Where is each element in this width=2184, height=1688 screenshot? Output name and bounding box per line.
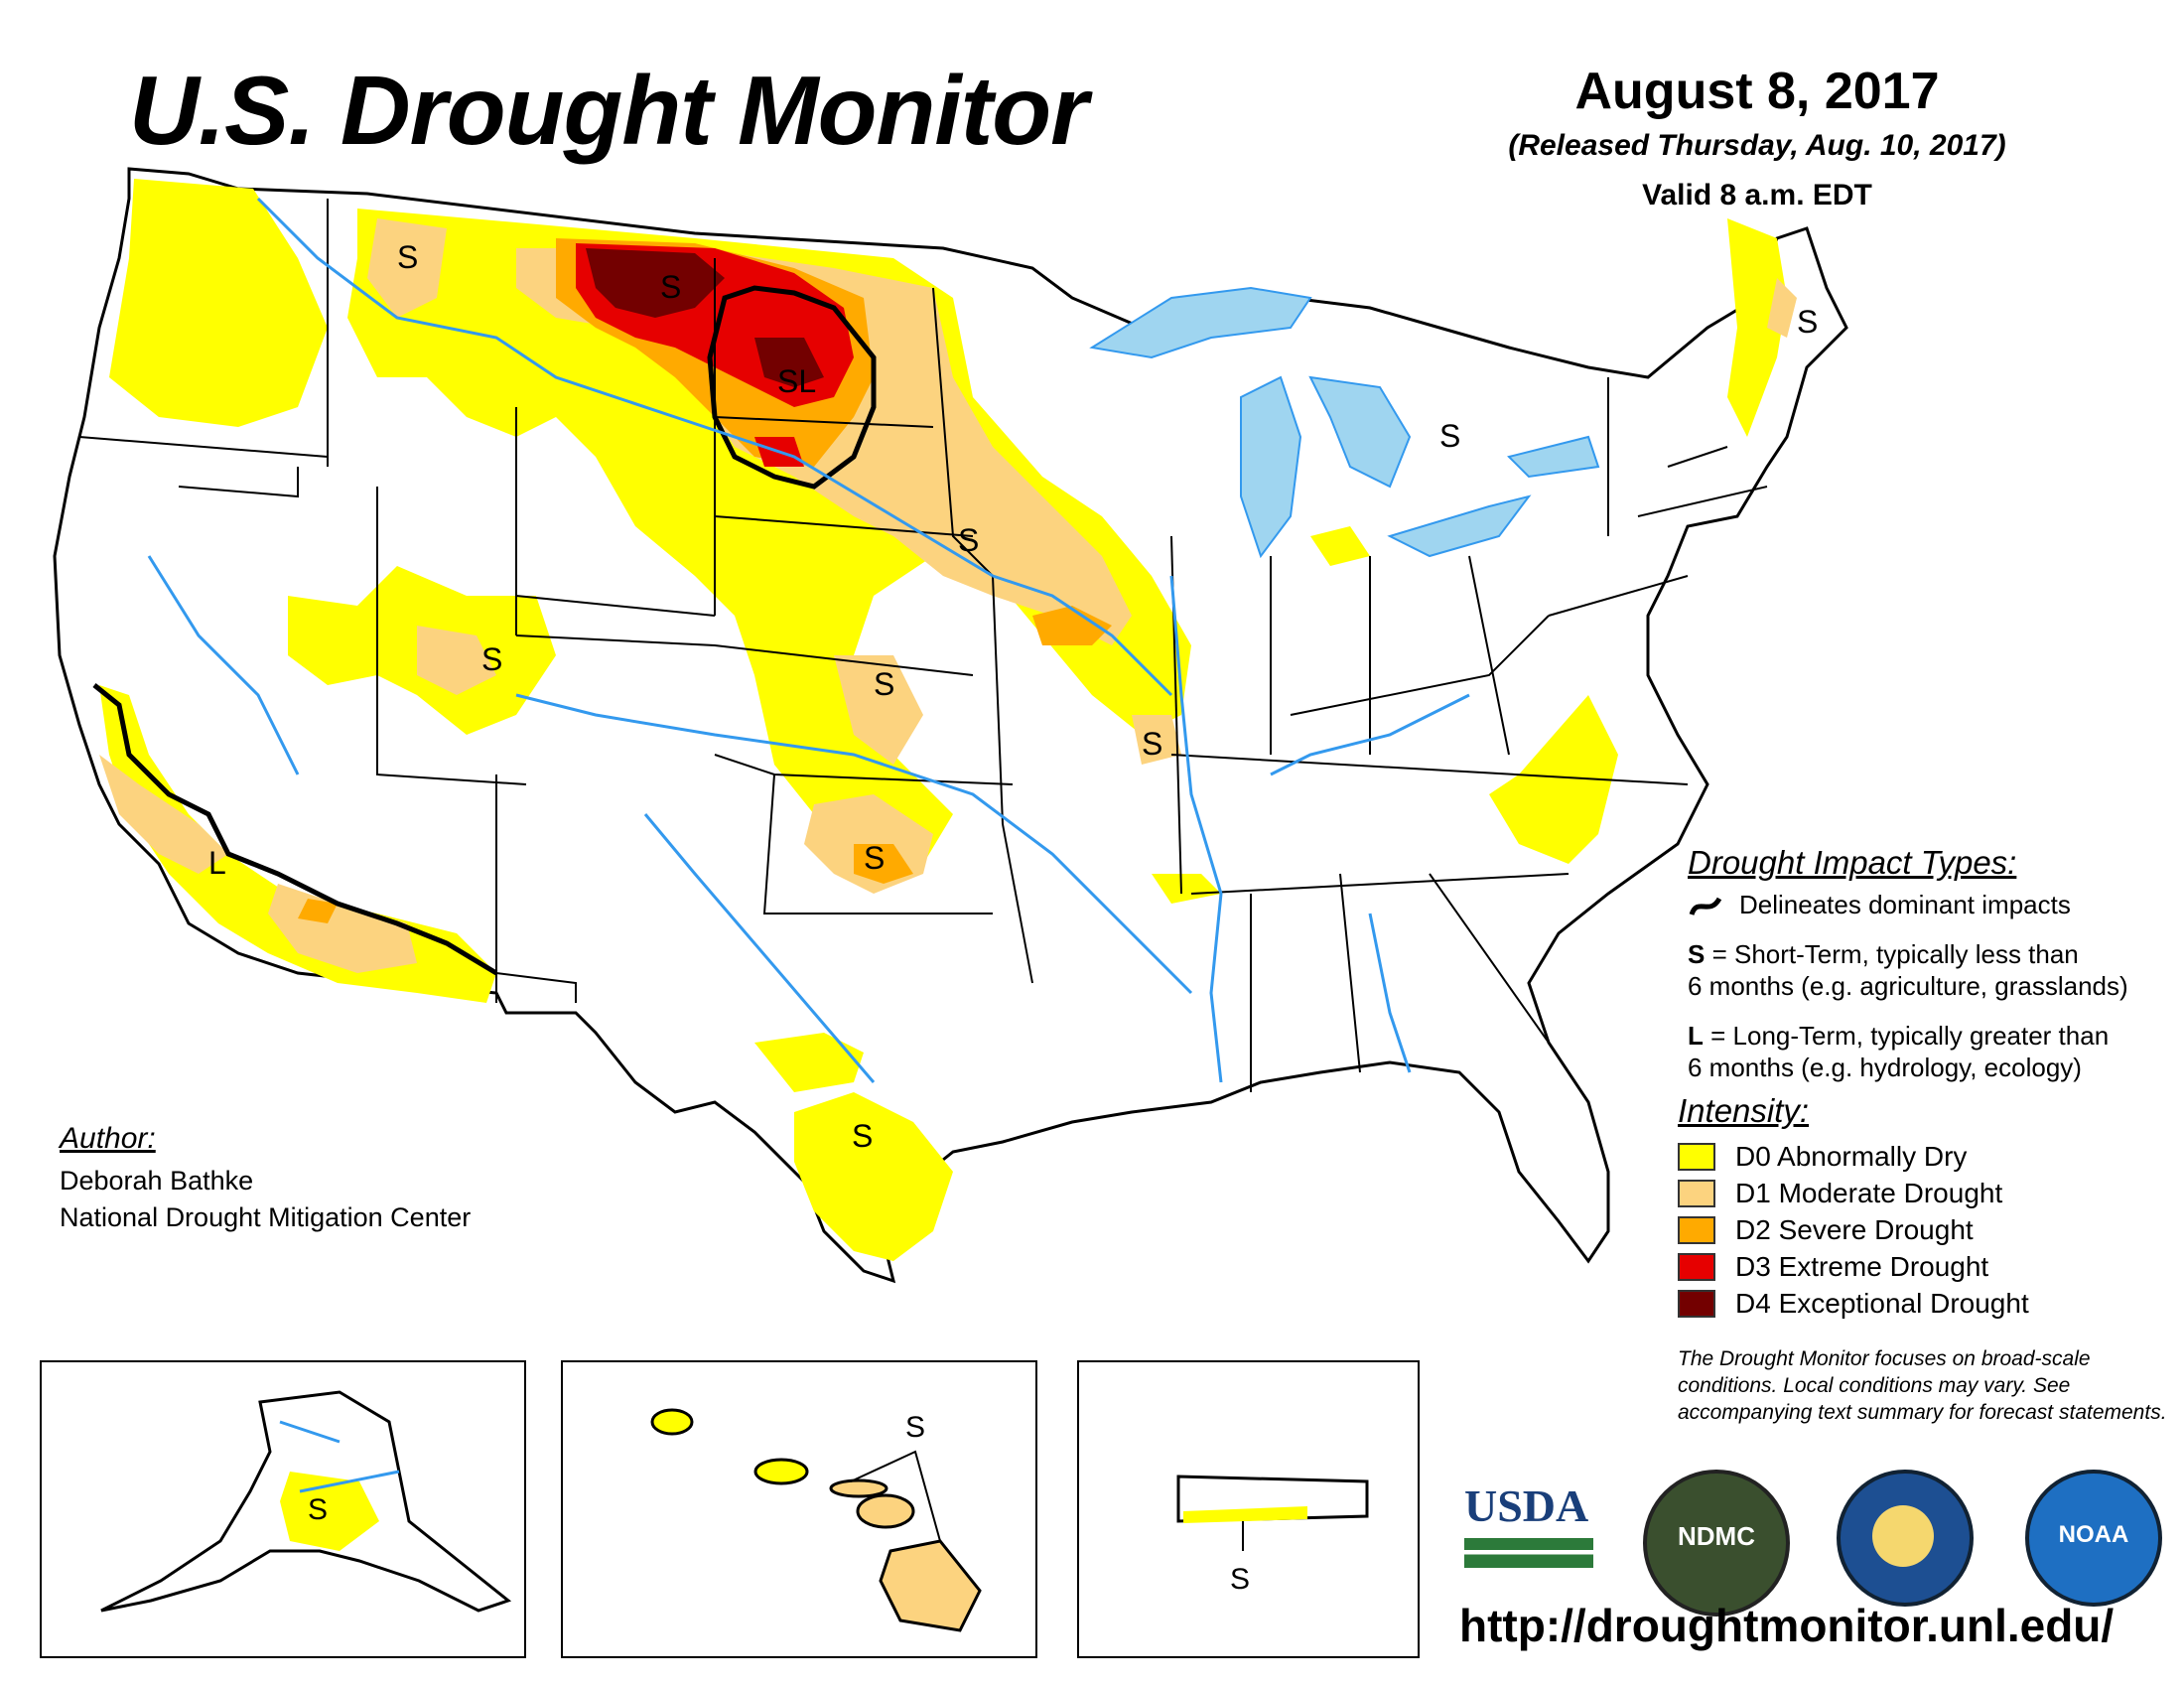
impact-label: SL bbox=[777, 363, 816, 399]
long-term-text: = Long-Term, typically greater than bbox=[1710, 1021, 2110, 1051]
long-term-text-2: 6 months (e.g. hydrology, ecology) bbox=[1688, 1053, 2082, 1082]
d2-swatch bbox=[1678, 1215, 1715, 1244]
puerto-rico-inset: S bbox=[1077, 1360, 1420, 1658]
delineates-text: Delineates dominant impacts bbox=[1739, 890, 2071, 919]
noaa-logo-text: NOAA bbox=[2058, 1521, 2129, 1548]
pr-impact-label: S bbox=[1230, 1563, 1250, 1596]
impact-label: S bbox=[397, 239, 418, 275]
short-term-text-2: 6 months (e.g. agriculture, grasslands) bbox=[1688, 971, 2128, 1001]
short-term-key: S bbox=[1688, 939, 1706, 969]
intensity-d4: D4 Exceptional Drought bbox=[1678, 1285, 2029, 1322]
impact-label: S bbox=[864, 840, 885, 876]
map-date: August 8, 2017 bbox=[1574, 63, 1940, 120]
intensity-d0: D0 Abnormally Dry bbox=[1678, 1138, 2029, 1175]
usda-logo: USDA bbox=[1464, 1479, 1593, 1589]
short-term-desc: S = Short-Term, typically less than 6 mo… bbox=[1688, 938, 2164, 1002]
impact-types-heading: Drought Impact Types: bbox=[1688, 844, 2017, 881]
intensity-list: D0 Abnormally Dry D1 Moderate Drought D2… bbox=[1678, 1138, 2029, 1322]
impact-label: S bbox=[852, 1118, 873, 1154]
noaa-logo: NOAA bbox=[2025, 1470, 2162, 1607]
impact-delineation-lines bbox=[92, 285, 877, 976]
d1-swatch bbox=[1678, 1179, 1715, 1207]
hawaii-impact-label: S bbox=[905, 1411, 925, 1444]
d3-swatch bbox=[1678, 1252, 1715, 1281]
impact-label: S bbox=[660, 269, 681, 305]
website-link[interactable]: http://droughtmonitor.unl.edu/ bbox=[1459, 1600, 2115, 1651]
puerto-rico-map: S bbox=[1176, 1475, 1369, 1596]
usda-logo-text: USDA bbox=[1464, 1480, 1589, 1531]
d0-label: D0 Abnormally Dry bbox=[1735, 1140, 1968, 1172]
intensity-heading: Intensity: bbox=[1678, 1092, 1810, 1129]
author-block: Author: Deborah Bathke National Drought … bbox=[60, 1122, 471, 1233]
intensity-legend: Intensity: D0 Abnormally Dry D1 Moderate… bbox=[1678, 1092, 2029, 1322]
map-title: U.S. Drought Monitor bbox=[129, 56, 1088, 165]
intensity-d2: D2 Severe Drought bbox=[1678, 1211, 2029, 1248]
disclaimer-text: The Drought Monitor focuses on broad-sca… bbox=[1678, 1347, 2167, 1424]
d2-label: D2 Severe Drought bbox=[1735, 1213, 1974, 1245]
commerce-seal-logo bbox=[1837, 1470, 1974, 1607]
short-term-text: = Short-Term, typically less than bbox=[1711, 939, 2079, 969]
rivers bbox=[147, 197, 1470, 1083]
impact-label: S bbox=[958, 522, 979, 558]
intensity-d1: D1 Moderate Drought bbox=[1678, 1175, 2029, 1211]
impact-label: S bbox=[1142, 726, 1162, 762]
ndmc-logo-text: NDMC bbox=[1678, 1521, 1755, 1551]
d4-label: D4 Exceptional Drought bbox=[1735, 1287, 2029, 1319]
d3-label: D3 Extreme Drought bbox=[1735, 1250, 1989, 1282]
d1-label: D1 Moderate Drought bbox=[1735, 1177, 2003, 1208]
d0-regions bbox=[99, 179, 1787, 1261]
state-boundaries bbox=[78, 199, 1768, 1092]
impact-label: S bbox=[1797, 304, 1818, 340]
hawaii-inset: S bbox=[561, 1360, 1037, 1658]
d4-regions bbox=[586, 248, 824, 387]
impact-types-legend: Drought Impact Types: Delineates dominan… bbox=[1688, 844, 2164, 1083]
valid-time: Valid 8 a.m. EDT bbox=[1642, 179, 1872, 211]
impact-label: S bbox=[481, 641, 502, 677]
d4-swatch bbox=[1678, 1289, 1715, 1318]
great-lakes bbox=[1089, 286, 1600, 559]
alaska-inset: S bbox=[40, 1360, 526, 1658]
impact-label: S bbox=[874, 666, 894, 702]
author-org: National Drought Mitigation Center bbox=[60, 1202, 472, 1232]
impact-label: L bbox=[208, 845, 226, 881]
impact-label: S bbox=[1439, 418, 1460, 454]
alaska-impact-label: S bbox=[308, 1493, 328, 1526]
long-term-desc: L = Long-Term, typically greater than 6 … bbox=[1688, 1020, 2164, 1083]
author-name: Deborah Bathke bbox=[60, 1166, 254, 1196]
release-date: (Released Thursday, Aug. 10, 2017) bbox=[1508, 129, 2006, 162]
hawaii-map: S bbox=[650, 1408, 982, 1632]
alaska-map: S bbox=[100, 1390, 512, 1613]
intensity-d3: D3 Extreme Drought bbox=[1678, 1248, 2029, 1285]
d0-swatch bbox=[1678, 1142, 1715, 1171]
ndmc-logo: NDMC bbox=[1643, 1470, 1790, 1617]
long-term-key: L bbox=[1688, 1021, 1704, 1051]
delineation-line-icon bbox=[1689, 897, 1722, 915]
author-heading: Author: bbox=[60, 1122, 156, 1155]
